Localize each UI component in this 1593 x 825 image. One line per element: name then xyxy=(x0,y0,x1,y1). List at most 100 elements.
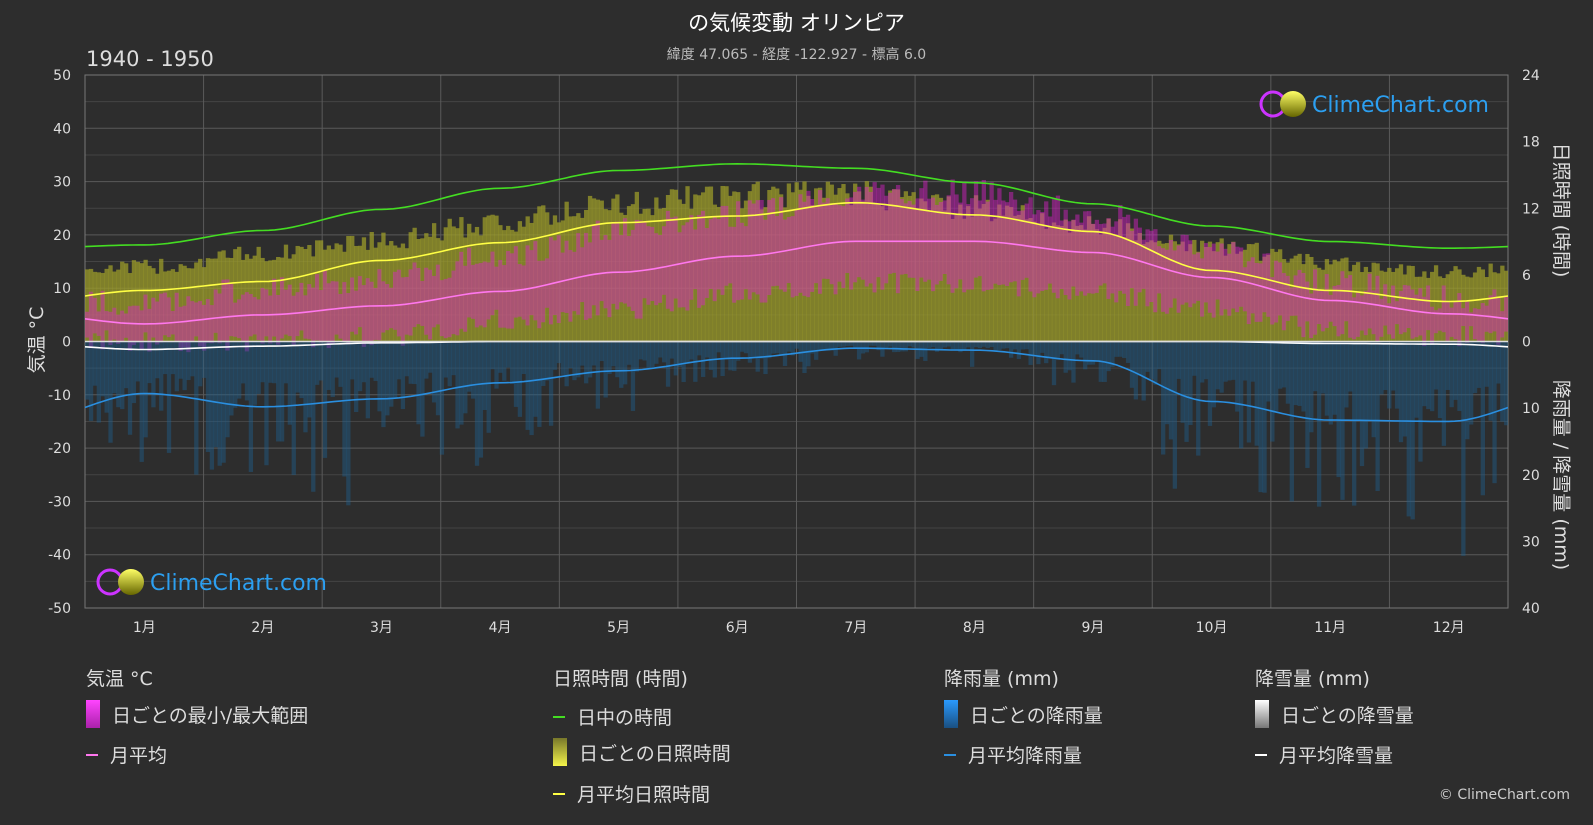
daily-rain-bar xyxy=(634,341,640,372)
left-tick-label: 0 xyxy=(62,335,71,351)
daily-rain-bar xyxy=(1075,341,1080,355)
daily-rain-bar xyxy=(1383,341,1388,391)
left-tick-label: 50 xyxy=(53,68,71,84)
daily-sunshine-bar xyxy=(658,208,663,342)
daily-rain-bar xyxy=(685,341,690,363)
legend-sun-daily: 日ごとの日照時間 xyxy=(553,738,731,766)
daily-sunshine-bar xyxy=(833,194,838,342)
daily-rain-bar xyxy=(654,341,659,364)
daily-rain-bar xyxy=(533,341,538,417)
daily-temp-range-bar xyxy=(638,220,643,319)
daily-sunshine-bar xyxy=(969,216,975,342)
daily-rain-bar xyxy=(229,341,234,416)
daily-temp-range-bar xyxy=(837,205,842,282)
daily-sunshine-bar xyxy=(739,208,745,342)
daily-temp-range-bar xyxy=(697,214,702,308)
daily-rain-bar xyxy=(139,341,144,462)
daily-temp-range-bar xyxy=(404,276,409,335)
daily-temp-range-bar xyxy=(139,310,144,350)
daily-sunshine-bar xyxy=(954,214,959,342)
daily-temp-range-bar xyxy=(1164,249,1170,314)
daily-sunshine-bar xyxy=(1090,224,1096,342)
daily-sunshine-bar xyxy=(439,240,445,342)
daily-rain-bar xyxy=(560,341,565,375)
daily-rain-bar xyxy=(252,341,257,405)
daily-sunshine-bar xyxy=(299,246,304,342)
daily-sunshine-bar xyxy=(537,206,542,342)
daily-sunshine-bar xyxy=(934,194,940,342)
daily-temp-range-bar xyxy=(389,287,394,329)
daily-temp-range-bar xyxy=(108,311,113,346)
daily-rain-bar xyxy=(264,341,269,466)
daily-sunshine-bar xyxy=(911,192,916,342)
daily-sunshine-bar xyxy=(182,265,187,342)
daily-sunshine-bar xyxy=(619,212,624,342)
daily-rain-bar xyxy=(638,341,643,360)
daily-rain-bar xyxy=(1371,341,1376,438)
daily-rain-bar xyxy=(1012,341,1018,350)
daily-rain-bar xyxy=(159,341,164,411)
left-tick-label: 20 xyxy=(53,228,71,244)
daily-rain-bar xyxy=(435,341,441,416)
daily-rain-bar xyxy=(771,341,776,354)
daily-temp-range-bar xyxy=(252,297,257,335)
daily-temp-range-bar xyxy=(474,263,480,328)
daily-rain-bar xyxy=(962,341,967,351)
daily-temp-range-bar xyxy=(506,251,511,329)
daily-rain-bar xyxy=(927,341,932,348)
daily-sunshine-bar xyxy=(1141,243,1146,342)
daily-sunshine-bar xyxy=(1067,232,1072,342)
daily-rain-bar xyxy=(872,341,877,346)
daily-temp-range-bar xyxy=(712,217,717,302)
daily-rain-bar xyxy=(790,341,795,356)
daily-sunshine-bar xyxy=(1028,218,1033,342)
daily-sunshine-bar xyxy=(186,268,191,342)
daily-sunshine-bar xyxy=(431,223,437,342)
daily-sunshine-bar xyxy=(1238,251,1244,342)
daily-sunshine-bar xyxy=(120,261,125,342)
daily-temp-range-bar xyxy=(1363,290,1369,336)
daily-rain-bar xyxy=(396,341,402,380)
daily-rain-bar xyxy=(1410,341,1415,520)
daily-rain-bar xyxy=(330,341,335,398)
daily-temp-range-bar xyxy=(794,208,799,296)
daily-temp-range-bar xyxy=(763,219,768,303)
daily-temp-range-bar xyxy=(1480,303,1486,344)
daily-temp-range-bar xyxy=(700,210,706,306)
daily-rain-bar xyxy=(1394,341,1400,409)
daily-sunshine-bar xyxy=(1457,269,1462,342)
daily-temp-range-bar xyxy=(556,235,562,324)
daily-rain-bar xyxy=(817,341,823,350)
daily-sunshine-bar xyxy=(603,209,608,342)
daily-rain-bar xyxy=(1176,341,1181,379)
daily-temp-range-bar xyxy=(1051,199,1057,293)
daily-sunshine-bar xyxy=(728,195,733,342)
daily-temp-range-bar xyxy=(934,204,940,285)
daily-temp-range-bar xyxy=(268,295,273,344)
daily-sunshine-bar xyxy=(357,245,363,342)
daily-rain-bar xyxy=(1465,341,1470,440)
daily-rain-bar xyxy=(439,341,445,455)
daily-temp-range-bar xyxy=(595,220,601,316)
daily-sunshine-bar xyxy=(174,271,179,342)
daily-rain-bar xyxy=(661,341,667,363)
daily-sunshine-bar xyxy=(595,199,601,342)
daily-sunshine-bar xyxy=(451,226,456,342)
daily-temp-range-bar xyxy=(1125,214,1131,306)
daily-sunshine-bar xyxy=(303,249,308,342)
daily-temp-range-bar xyxy=(1305,281,1310,322)
daily-sunshine-bar xyxy=(194,262,199,342)
legend-snow-title: 降雪量 (mm) xyxy=(1255,668,1370,690)
daily-rain-bar xyxy=(186,341,191,381)
daily-sunshine-bar xyxy=(279,257,285,342)
daily-sunshine-bar xyxy=(950,218,955,342)
daily-rain-bar xyxy=(521,341,526,374)
daily-rain-bar xyxy=(1055,341,1061,360)
daily-sunshine-bar xyxy=(1281,259,1287,342)
daily-rain-bar xyxy=(1059,341,1064,355)
daily-rain-bar xyxy=(346,341,351,506)
daily-sunshine-bar xyxy=(529,222,534,342)
daily-sunshine-bar xyxy=(923,201,928,342)
daily-sunshine-bar xyxy=(1036,223,1041,342)
daily-rain-bar xyxy=(950,341,955,351)
